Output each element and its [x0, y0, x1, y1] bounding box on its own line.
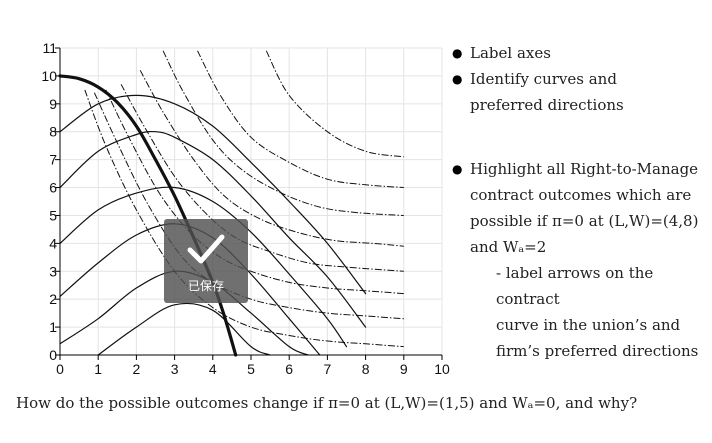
check-icon	[187, 234, 225, 264]
solid-curve-5	[59, 130, 367, 328]
toast-label: 已保存	[187, 279, 224, 293]
y-tick-label: 6	[49, 180, 57, 196]
solid-curve-6	[59, 94, 367, 295]
dashed-curve-7	[84, 89, 404, 348]
x-tick-label: 6	[285, 361, 293, 377]
x-tick-label: 0	[56, 361, 64, 377]
x-tick-label: 3	[171, 361, 179, 377]
grid	[59, 47, 443, 356]
x-tick-label: 7	[324, 361, 332, 377]
x-tick-label: 10	[434, 361, 450, 377]
x-tick-label: 2	[133, 361, 141, 377]
x-tick-label: 5	[247, 361, 255, 377]
y-tick-label: 5	[49, 207, 57, 223]
solid-curve-1	[97, 302, 271, 356]
y-tick-label: 2	[49, 291, 57, 307]
y-tick-label: 10	[41, 68, 57, 84]
instructions-list: Label axes Identify curves and preferred…	[452, 40, 708, 364]
axes: 0 1 2 3 4 5 6 7 8 9 10 0 1 2 3 4 5 6 7 8 9 10 11	[41, 40, 450, 377]
dashed-curve-14	[265, 50, 404, 158]
dashed-curve-12	[162, 50, 404, 216]
dashed-curve-11	[139, 70, 404, 247]
curves	[58, 50, 404, 357]
x-tick-label: 9	[400, 361, 408, 377]
dashed-curve-9	[105, 89, 404, 295]
y-tick-label: 8	[49, 124, 57, 140]
x-tick-label: 8	[362, 361, 370, 377]
x-tick-label: 1	[94, 361, 102, 377]
solid-curve-4	[59, 186, 348, 348]
dashed-curve-8	[93, 92, 404, 320]
y-tick-label: 9	[49, 96, 57, 112]
y-tick-label: 3	[49, 263, 57, 279]
bullet-identify-curves: Identify curves and preferred directions	[452, 66, 708, 118]
y-tick-label: 7	[49, 152, 57, 168]
bullet-highlight-outcomes: Highlight all Right-to-Manage contract o…	[452, 156, 708, 364]
sub-bullet-arrows: - label arrows on the contract curve in …	[496, 264, 699, 360]
dashed-curve-13	[197, 50, 404, 188]
y-tick-label: 4	[49, 235, 57, 251]
saved-toast: 已保存	[164, 219, 248, 303]
question-text: How do the possible outcomes change if π…	[16, 394, 638, 412]
y-tick-label: 1	[49, 319, 57, 335]
x-tick-label: 4	[209, 361, 217, 377]
bullet-label-axes: Label axes	[452, 40, 708, 66]
y-tick-label: 11	[42, 40, 57, 56]
y-tick-label: 0	[49, 347, 57, 363]
